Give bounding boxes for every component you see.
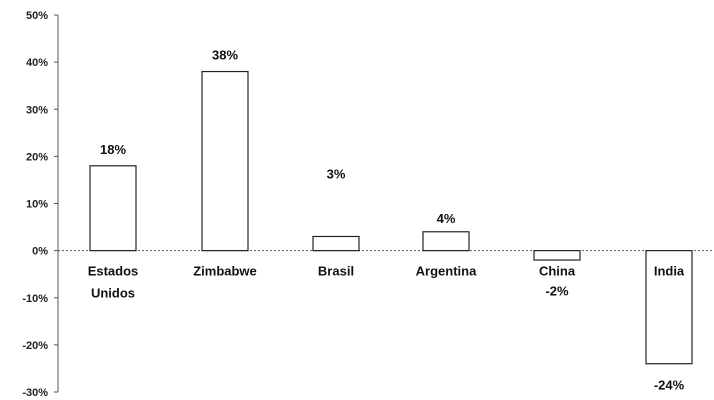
category-label: China: [539, 264, 576, 279]
y-tick-label: 20%: [26, 151, 48, 163]
category-label: India: [654, 264, 685, 279]
data-label: -2%: [545, 284, 569, 299]
y-tick-label: -20%: [22, 340, 48, 352]
data-labels: 18% 38% 3% 4% -2% -24%: [100, 48, 685, 393]
bar-argentina: [422, 231, 470, 252]
data-label: 18%: [100, 142, 126, 157]
data-label: -24%: [654, 378, 685, 393]
y-tick-label: 10%: [26, 199, 48, 211]
bar-india: [645, 250, 693, 365]
y-tick-label: 40%: [26, 57, 48, 69]
category-labels: Estados Unidos Zimbabwe Brasil Argentina Chin…: [88, 264, 685, 301]
bar-brasil: [312, 235, 360, 252]
category-label: Argentina: [416, 264, 477, 279]
y-tick-label: -10%: [22, 293, 48, 305]
category-label: Zimbabwe: [193, 264, 257, 279]
bar-series: [89, 70, 693, 365]
y-tick-label: 50%: [26, 10, 48, 22]
bar-china: [533, 250, 581, 261]
data-label: 3%: [327, 166, 346, 181]
bar-zimbabwe: [201, 70, 249, 252]
y-axis: 50% 40% 30% 20% 10% 0% -10% -20% -30%: [22, 10, 712, 399]
data-label: 38%: [212, 48, 238, 63]
y-tick-label: 30%: [26, 104, 48, 116]
y-tick-label: 0%: [32, 246, 48, 258]
bar-estados-unidos: [89, 165, 137, 252]
category-label: Brasil: [318, 264, 354, 279]
data-label: 4%: [437, 211, 456, 226]
y-tick-label: -30%: [22, 387, 48, 399]
category-label: Estados Unidos: [88, 264, 139, 301]
